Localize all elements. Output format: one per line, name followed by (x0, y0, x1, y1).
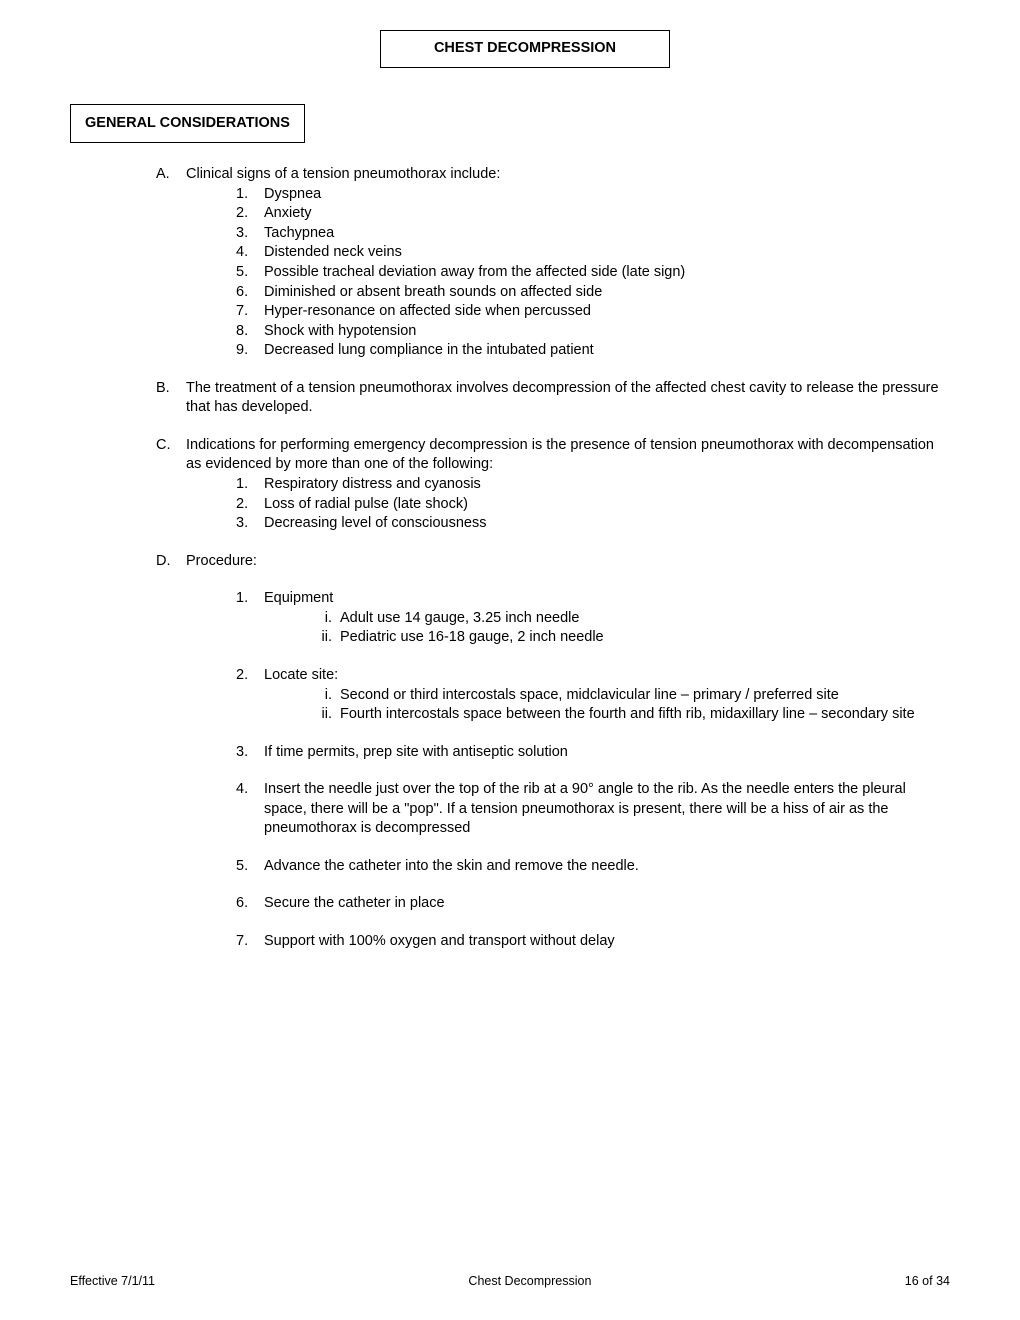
d-5: Advance the catheter into the skin and r… (264, 857, 950, 877)
marker-c: C. (156, 436, 186, 534)
c-3: Decreasing level of consciousness (264, 514, 950, 534)
d-1-label: Equipment (264, 590, 333, 606)
d-1-i: Adult use 14 gauge, 3.25 inch needle (340, 609, 950, 629)
item-c-text: Indications for performing emergency dec… (186, 437, 934, 473)
page-footer: Effective 7/1/11 Chest Decompression 16 … (70, 1273, 950, 1290)
document-title: CHEST DECOMPRESSION (434, 40, 616, 56)
a-7: Hyper-resonance on affected side when pe… (264, 302, 950, 322)
content-body: A. Clinical signs of a tension pneumotho… (70, 165, 950, 969)
d-7: Support with 100% oxygen and transport w… (264, 932, 950, 952)
footer-center: Chest Decompression (468, 1273, 591, 1290)
document-title-box: CHEST DECOMPRESSION (380, 30, 670, 68)
item-a-text: Clinical signs of a tension pneumothorax… (186, 166, 500, 182)
d-4: Insert the needle just over the top of t… (264, 780, 950, 839)
a-4: Distended neck veins (264, 243, 950, 263)
a-6: Diminished or absent breath sounds on af… (264, 283, 950, 303)
footer-right: 16 of 34 (905, 1273, 950, 1290)
marker-a: A. (156, 165, 186, 361)
item-b: B. The treatment of a tension pneumothor… (156, 379, 950, 418)
c-2: Loss of radial pulse (late shock) (264, 495, 950, 515)
section-heading-box: GENERAL CONSIDERATIONS (70, 104, 305, 144)
item-b-text: The treatment of a tension pneumothorax … (186, 379, 950, 418)
item-c: C. Indications for performing emergency … (156, 436, 950, 534)
a-2: Anxiety (264, 204, 950, 224)
a-1: Dyspnea (264, 185, 950, 205)
marker-d: D. (156, 552, 186, 970)
d-2-label: Locate site: (264, 667, 338, 683)
d-2-i: Second or third intercostals space, midc… (340, 686, 950, 706)
item-a: A. Clinical signs of a tension pneumotho… (156, 165, 950, 361)
footer-left: Effective 7/1/11 (70, 1273, 155, 1290)
a-9: Decreased lung compliance in the intubat… (264, 341, 950, 361)
a-5: Possible tracheal deviation away from th… (264, 263, 950, 283)
marker-b: B. (156, 379, 186, 418)
d-3: If time permits, prep site with antisept… (264, 743, 950, 763)
a-3: Tachypnea (264, 224, 950, 244)
a-8: Shock with hypotension (264, 322, 950, 342)
item-d: D. Procedure: 1. Equipment i.Adult use 1… (156, 552, 950, 970)
item-d-text: Procedure: (186, 553, 257, 569)
section-heading: GENERAL CONSIDERATIONS (85, 115, 290, 131)
d-2-ii: Fourth intercostals space between the fo… (340, 705, 950, 725)
c-1: Respiratory distress and cyanosis (264, 475, 950, 495)
d-1-ii: Pediatric use 16-18 gauge, 2 inch needle (340, 628, 950, 648)
d-6: Secure the catheter in place (264, 894, 950, 914)
